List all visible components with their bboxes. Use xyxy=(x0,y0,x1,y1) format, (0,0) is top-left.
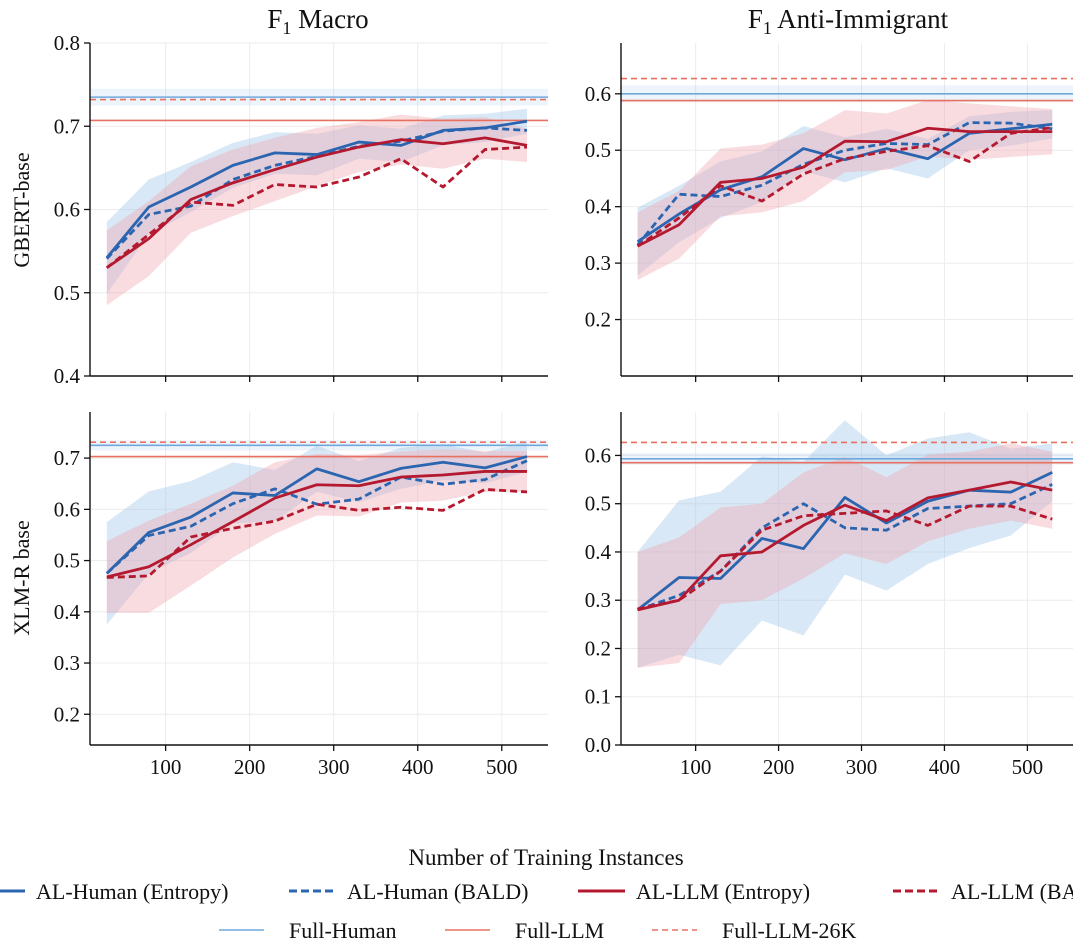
y-tick-label: 0.4 xyxy=(585,540,612,564)
y-tick-label: 0.2 xyxy=(585,636,611,660)
y-tick-label: 0.4 xyxy=(585,195,612,219)
x-tick-label: 200 xyxy=(763,755,795,779)
band-al-human-entropy xyxy=(106,441,527,625)
legend-item-al-llm-bald: AL-LLM (BALD) xyxy=(893,879,1073,904)
x-tick-label: 300 xyxy=(318,755,350,779)
x-tick-label: 500 xyxy=(486,755,518,779)
panel-0-1: 0.2 0.3 0.4 0.5 0.6 xyxy=(585,43,1073,382)
series-line-al-human-bald xyxy=(105,459,528,575)
col-title-f1-anti-part1: F xyxy=(748,4,763,34)
band-al-llm-entropy xyxy=(637,100,1053,281)
y-tick-label: 0.2 xyxy=(54,702,80,726)
band-al-llm-entropy xyxy=(106,449,527,613)
y-tick-label: 0.7 xyxy=(54,114,80,138)
band-al-llm-entropy xyxy=(106,114,527,306)
plot-area xyxy=(90,88,548,306)
y-tick-label: 0.2 xyxy=(585,308,611,332)
legend-label: AL-LLM (Entropy) xyxy=(636,879,810,904)
y-tick-label: 0.3 xyxy=(585,588,611,612)
col-title-f1-macro: F1 Macro xyxy=(267,4,368,38)
panel-1-0: 0.2 0.3 0.4 0.5 0.6 0.7 100 200 300 400 500 xyxy=(54,412,548,779)
series-line-al-llm-entropy xyxy=(637,480,1053,612)
y-tick-label: 0.5 xyxy=(54,281,80,305)
legend-label: Full-Human xyxy=(289,918,397,943)
y-tick-label: 0.4 xyxy=(54,364,81,388)
x-axis-label: Number of Training Instances xyxy=(408,845,683,870)
legend-item-al-llm-entropy: AL-LLM (Entropy) xyxy=(578,879,810,904)
plot-area xyxy=(621,420,1073,668)
legend-label: AL-Human (Entropy) xyxy=(36,879,228,904)
series-line-al-llm-entropy xyxy=(106,470,527,579)
y-tick-label: 0.4 xyxy=(54,600,81,624)
legend-label: AL-LLM (BALD) xyxy=(951,879,1073,904)
y-tick-label: 0.0 xyxy=(585,733,611,757)
legend-item-full-llm-26k: Full-LLM-26K xyxy=(652,918,857,943)
band-al-human-entropy xyxy=(637,110,1053,276)
col-title-f1-anti-immigrant: F1 Anti-Immigrant xyxy=(748,4,949,38)
y-tick-label: 0.6 xyxy=(54,497,80,521)
x-tick-label: 400 xyxy=(402,755,434,779)
series-line-al-human-bald xyxy=(637,483,1053,612)
series-line-al-llm-bald xyxy=(106,487,528,579)
series-line-al-llm-bald xyxy=(637,504,1053,611)
band-al-human-entropy xyxy=(637,420,1053,668)
band-al-llm-entropy xyxy=(637,443,1053,668)
x-tick-label: 500 xyxy=(1012,755,1044,779)
y-tick-label: 0.6 xyxy=(585,82,611,106)
series-line-al-llm-bald xyxy=(105,145,528,269)
row-label-xlmr: XLM-R base xyxy=(9,520,34,635)
col-title-f1-macro-sub: 1 xyxy=(282,18,291,38)
plot-area xyxy=(90,440,548,625)
legend-label: Full-LLM xyxy=(515,918,604,943)
y-tick-label: 0.1 xyxy=(585,685,611,709)
series-line-al-llm-entropy xyxy=(636,126,1053,248)
col-title-f1-macro-part2: Macro xyxy=(291,4,368,34)
series-line-al-llm-bald xyxy=(636,126,1053,248)
panel-1-1: 0.0 0.1 0.2 0.3 0.4 0.5 0.6 100 200 300 400 500 xyxy=(585,412,1073,779)
col-title-f1-macro-part1: F xyxy=(267,4,282,34)
x-tick-label: 400 xyxy=(929,755,961,779)
x-tick-label: 200 xyxy=(234,755,266,779)
legend-item-al-human-bald: AL-Human (BALD) xyxy=(289,879,528,904)
legend-item-al-human-entropy: AL-Human (Entropy) xyxy=(0,879,228,904)
legend: AL-Human (Entropy) AL-Human (BALD) AL-LLM … xyxy=(0,879,1073,943)
y-tick-label: 0.3 xyxy=(54,651,80,675)
legend-item-full-llm: Full-LLM xyxy=(445,918,604,943)
col-title-f1-anti-part2: Anti-Immigrant xyxy=(772,4,949,34)
y-tick-label: 0.5 xyxy=(54,549,80,573)
panel-0-0: 0.4 0.5 0.6 0.7 0.8 xyxy=(54,31,548,388)
series-line-al-human-entropy xyxy=(105,455,528,575)
legend-label: Full-LLM-26K xyxy=(722,918,857,943)
legend-item-full-human: Full-Human xyxy=(219,918,397,943)
band-al-human-entropy xyxy=(106,108,527,294)
y-tick-label: 0.5 xyxy=(585,492,611,516)
x-tick-label: 100 xyxy=(680,755,712,779)
plot-area xyxy=(621,77,1073,281)
legend-label: AL-Human (BALD) xyxy=(347,879,528,904)
row-label-gbert: GBERT-base xyxy=(9,152,34,267)
y-tick-label: 0.5 xyxy=(585,138,611,162)
series-line-al-human-entropy xyxy=(636,471,1053,611)
grid xyxy=(90,412,548,745)
y-tick-label: 0.6 xyxy=(585,443,611,467)
panels: 0.40.50.60.70.80.20.30.40.50.60.20.30.40… xyxy=(54,31,1073,779)
series-line-al-human-entropy xyxy=(105,119,528,259)
y-tick-label: 0.8 xyxy=(54,31,80,55)
col-title-f1-anti-sub: 1 xyxy=(763,18,772,38)
x-tick-label: 100 xyxy=(150,755,182,779)
x-tick-label: 300 xyxy=(846,755,878,779)
series-line-al-human-bald xyxy=(105,126,528,260)
y-tick-label: 0.7 xyxy=(54,446,80,470)
y-tick-label: 0.3 xyxy=(585,251,611,275)
y-tick-label: 0.6 xyxy=(54,198,80,222)
